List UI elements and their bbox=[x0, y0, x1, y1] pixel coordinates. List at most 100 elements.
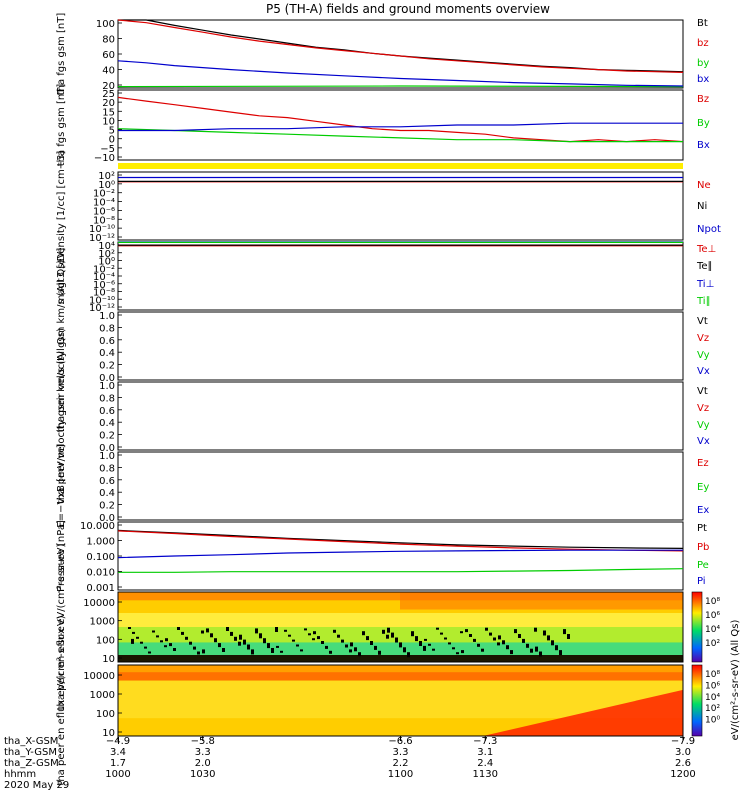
spectrogram-pixel bbox=[407, 652, 410, 658]
spectrogram-pixel bbox=[366, 636, 369, 641]
legend-entry: Ez bbox=[697, 458, 709, 469]
x-tick-label: −4.9 bbox=[106, 736, 130, 747]
legend-entry: Bx bbox=[697, 140, 710, 151]
spectrogram-pixel bbox=[165, 638, 168, 642]
y-tick-label: 100 bbox=[96, 635, 115, 646]
legend-entry: By bbox=[697, 118, 710, 129]
y-tick-label: 10⁻¹⁰ bbox=[89, 224, 115, 235]
y-axis-label: E=−VxB [mV/m] bbox=[56, 444, 67, 527]
spectrogram-pixel bbox=[350, 642, 353, 647]
y-axis-label: tha peir velocity gsm km/s (All Qs) bbox=[56, 260, 67, 433]
colorbar bbox=[691, 591, 703, 663]
spectrogram-pixel bbox=[243, 639, 246, 645]
y-axis-label: tha peir en eflux eV/(cm²-s-sr-eV) bbox=[56, 543, 67, 710]
y-tick-label: 5 bbox=[109, 126, 115, 137]
panel-frame bbox=[117, 381, 684, 451]
legend-entry: Ey bbox=[697, 482, 709, 493]
y-tick-label: −5 bbox=[100, 144, 115, 155]
colorbar-tick-label: 10⁸ bbox=[705, 670, 720, 680]
y-tick-label: 10⁰ bbox=[98, 180, 115, 191]
spectrogram-pixel bbox=[160, 640, 163, 643]
legend-entry: Vy bbox=[697, 350, 710, 361]
y-tick-label: 0 bbox=[109, 135, 115, 146]
y-tick-label: 20 bbox=[102, 81, 115, 92]
y-tick-label: 100 bbox=[96, 19, 115, 30]
y-tick-label: 10⁻² bbox=[93, 264, 115, 275]
panel-frame bbox=[117, 311, 684, 381]
panel-frame bbox=[117, 89, 684, 161]
spectrogram-pixel bbox=[267, 643, 270, 649]
panel-frame bbox=[117, 241, 684, 311]
spectrogram-pixel bbox=[304, 628, 307, 631]
spectrogram-pixel bbox=[349, 649, 352, 653]
y-tick-label: −10 bbox=[94, 153, 115, 164]
x-tick-label: 2.0 bbox=[195, 758, 211, 769]
y-tick-label: 0.4 bbox=[99, 348, 115, 359]
spectrogram-pixel bbox=[284, 629, 287, 632]
x-tick-label: 3.1 bbox=[477, 747, 493, 758]
x-tick-label: −7.3 bbox=[473, 736, 497, 747]
spectrogram-pixel bbox=[329, 650, 332, 654]
x-tick-label: 2.4 bbox=[477, 758, 493, 769]
spectrogram-pixel bbox=[382, 629, 385, 634]
y-tick-label: 1.0 bbox=[99, 381, 115, 392]
spectrogram-pixel bbox=[456, 652, 459, 655]
series-line-Pe bbox=[118, 568, 684, 573]
spectrogram-pixel bbox=[312, 638, 315, 641]
spectrogram-pixel bbox=[452, 647, 455, 650]
spectrogram-pixel bbox=[144, 646, 147, 649]
y-tick-label: 0.100 bbox=[86, 552, 115, 563]
spectrogram-pixel bbox=[140, 641, 143, 644]
y-tick-label: 10000 bbox=[83, 598, 115, 609]
x-tick-label: 3.3 bbox=[393, 747, 409, 758]
y-tick-label: 25 bbox=[102, 89, 115, 100]
colorbar bbox=[691, 664, 703, 737]
y-tick-label: 1.000 bbox=[86, 537, 115, 548]
y-tick-label: 0.0 bbox=[99, 513, 115, 524]
spectrogram-pixel bbox=[345, 644, 348, 648]
legend-entry: Bt bbox=[697, 18, 708, 29]
y-tick-label: 0.4 bbox=[99, 418, 115, 429]
spectrogram-pixel bbox=[164, 645, 167, 648]
spectrogram-pixel bbox=[300, 649, 303, 652]
x-tick-label: 1100 bbox=[388, 769, 413, 780]
spectrogram-pixel bbox=[469, 634, 472, 637]
x-tick-label: 3.0 bbox=[675, 747, 691, 758]
y-tick-label: 0.0 bbox=[99, 373, 115, 384]
legend-entry: Pb bbox=[697, 542, 709, 553]
spectrogram-pixel bbox=[423, 645, 426, 651]
status-bar bbox=[118, 163, 683, 169]
legend-entry: bx bbox=[697, 74, 709, 85]
x-axis-row-label: tha_Z-GSM bbox=[4, 758, 59, 769]
spectrogram-pixel bbox=[358, 652, 361, 657]
y-tick-label: 10⁻⁸ bbox=[93, 215, 115, 226]
legend-entry: Pe bbox=[697, 560, 709, 571]
series-line-by bbox=[117, 85, 684, 88]
spectrogram-pixel bbox=[440, 632, 443, 635]
spectrogram bbox=[118, 592, 683, 662]
colorbar-tick-label: 10⁴ bbox=[705, 693, 720, 703]
legend-entry: Vt bbox=[697, 386, 708, 397]
legend-entry: Pt bbox=[697, 523, 707, 534]
spectrogram-pixel bbox=[567, 634, 570, 639]
spectrogram-pixel bbox=[386, 634, 389, 639]
y-tick-label: 10 bbox=[102, 654, 115, 665]
y-tick-label: 0.2 bbox=[99, 431, 115, 442]
spectrogram-pixel bbox=[448, 642, 451, 645]
spectrogram-pixel bbox=[530, 648, 533, 653]
spectrogram-pixel bbox=[206, 628, 209, 633]
y-tick-label: 10⁻⁶ bbox=[93, 206, 115, 217]
spectrogram-band bbox=[118, 665, 683, 673]
spectrogram-pixel bbox=[354, 647, 357, 652]
spectrogram-pixel bbox=[321, 641, 324, 644]
spectrogram-pixel bbox=[288, 634, 291, 637]
spectrogram-patch bbox=[400, 592, 683, 610]
y-tick-label: 10 bbox=[102, 728, 115, 739]
y-axis-label: tha peer velocity gsm km/s (All Qs) bbox=[56, 328, 67, 504]
spectrogram-pixel bbox=[428, 643, 431, 646]
y-tick-label: 10² bbox=[98, 171, 115, 182]
